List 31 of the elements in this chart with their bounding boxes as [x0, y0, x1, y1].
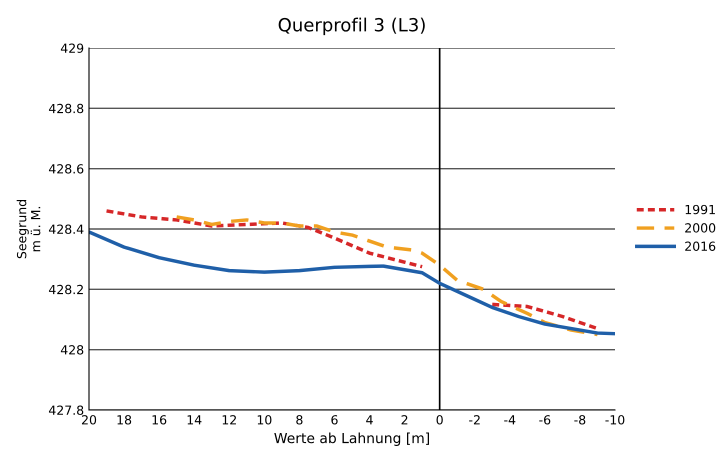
y-tick-label: 428.4: [48, 224, 84, 234]
x-tick-label: 4: [366, 415, 373, 424]
y-tick-label: 428.6: [48, 164, 84, 174]
x-tick-label: 2: [402, 415, 408, 424]
x-tick-label: -2: [469, 415, 480, 424]
legend-label: 1991: [686, 204, 715, 214]
x-tick-label: 8: [296, 415, 303, 425]
x-axis-title: Werte ab Lahnung [m]: [274, 432, 429, 446]
x-tick-label: -10: [605, 415, 624, 425]
x-tick-label: 20: [82, 415, 96, 425]
line-series: [174, 215, 600, 336]
x-tick-label: 14: [188, 415, 202, 424]
x-tick-label: 18: [117, 415, 132, 425]
legend-label: 2016: [685, 242, 716, 251]
x-tick-label: -6: [539, 415, 550, 425]
x-tick-label: 6: [331, 415, 338, 425]
x-tick-label: 0: [436, 415, 443, 425]
legend-label: 2000: [685, 223, 716, 233]
y-tick-label: 429: [60, 43, 84, 53]
y-axis-title: Seegrund m ü. M.: [16, 200, 40, 258]
x-tick-label: 12: [222, 415, 236, 424]
y-tick-label: 427.8: [48, 405, 84, 415]
y-tick-label: 428.8: [48, 104, 84, 114]
x-tick-label: 10: [258, 415, 272, 425]
x-tick-label: 16: [152, 415, 166, 425]
x-tick-label: -8: [574, 415, 586, 425]
line-series: [89, 230, 615, 336]
y-tick-label: 428: [60, 345, 84, 355]
chart-title: Querprofil 3 (L3): [278, 18, 425, 36]
x-tick-label: -4: [504, 415, 516, 424]
y-tick-label: 428.2: [48, 284, 83, 294]
